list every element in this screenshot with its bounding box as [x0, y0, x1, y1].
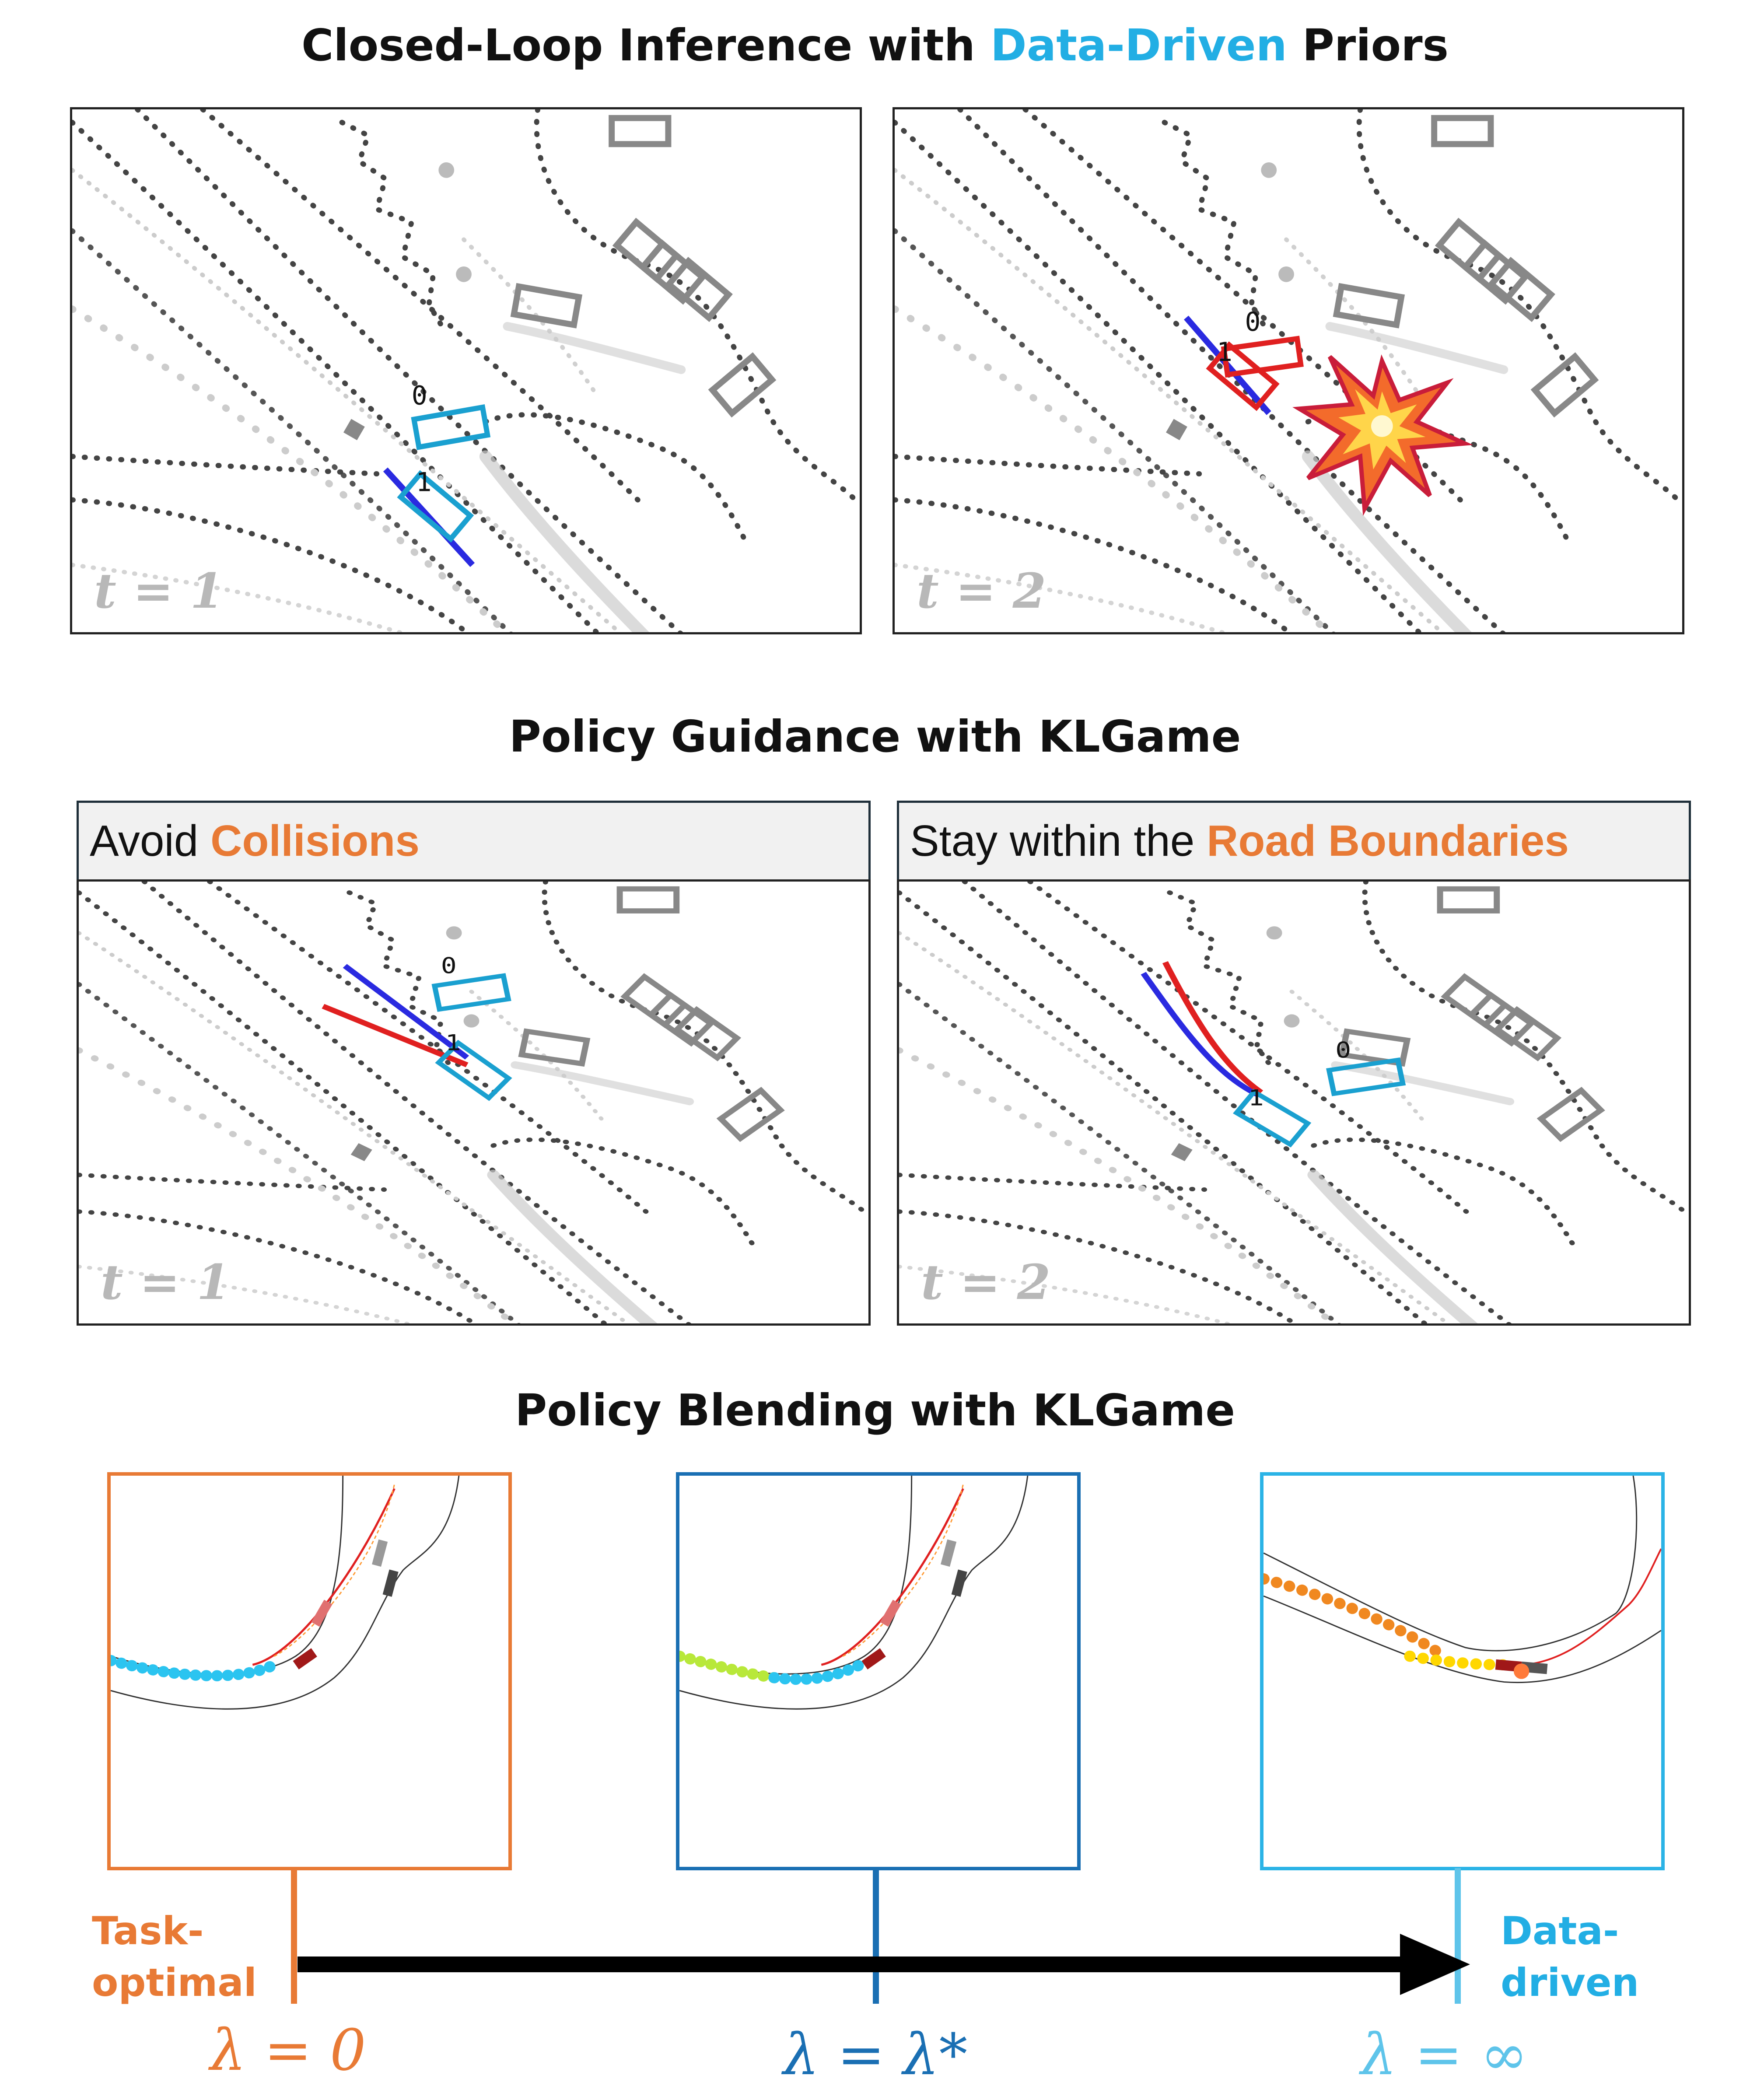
- connector-task-optimal: [291, 1868, 297, 2004]
- lambda-infinity: λ = ∞: [1361, 2021, 1528, 2088]
- section2-panel-t1: 0 1 t = 1: [77, 879, 871, 1326]
- road-scene: 0 1: [72, 109, 860, 632]
- blend-scene: [105, 1475, 460, 1710]
- agent-1-label: 1: [445, 1030, 461, 1056]
- section1-panel-t2: 0 1 t = 2: [892, 107, 1684, 634]
- agent-0-box: [1221, 336, 1304, 378]
- data-driven-line1: Data-: [1501, 1908, 1619, 1953]
- prior-trajectory: [343, 964, 469, 1060]
- section1-title-post: Priors: [1287, 20, 1449, 71]
- header-highlight: Road Boundaries: [1207, 816, 1569, 865]
- section1-title-highlight: Data-Driven: [990, 20, 1287, 71]
- task-optimal-line1: Task-: [92, 1908, 204, 1953]
- agent-0-label: 0: [412, 381, 427, 411]
- section2-panel-t2: 0 1 t = 2: [897, 879, 1691, 1326]
- guided-trajectory: [1162, 961, 1264, 1095]
- road-scene: 0 1: [899, 882, 1689, 1323]
- agent-1-label: 1: [416, 468, 432, 498]
- task-optimal-line2: optimal: [92, 1960, 257, 2005]
- header-text: Avoid: [90, 816, 211, 865]
- road-scene: 0 1: [79, 882, 868, 1323]
- header-text: Stay within the: [910, 816, 1207, 865]
- agent-1-box: [397, 470, 474, 543]
- road-scene: 0 1: [895, 109, 1682, 632]
- agent-1-box: [1233, 1088, 1312, 1148]
- prior-trajectory: [1141, 972, 1259, 1097]
- agent-0-label: 0: [441, 953, 457, 979]
- blend-scene: [1258, 1475, 1662, 1683]
- agent-0-label: 0: [1335, 1038, 1351, 1063]
- blend-panel-data-driven: [1258, 1472, 1665, 1870]
- section1-title-pre: Closed-Loop Inference with: [301, 20, 990, 71]
- task-optimal-label: Task- optimal: [92, 1905, 257, 2009]
- agent-1-box: [1206, 341, 1280, 411]
- collision-icon: [1292, 354, 1474, 516]
- predicted-trajectory: [383, 467, 475, 567]
- agent-0-box: [431, 973, 511, 1012]
- data-driven-line2: driven: [1501, 1960, 1639, 2005]
- section3-title: Policy Blending with KLGame: [514, 1385, 1236, 1436]
- section1-title: Closed-Loop Inference with Data-Driven P…: [0, 20, 1750, 71]
- time-label: t = 1: [101, 1254, 231, 1310]
- agent-0-box: [1326, 1057, 1406, 1096]
- lambda-axis-arrow: [298, 1934, 1470, 1995]
- agent-0-box: [411, 404, 491, 450]
- blend-scene: [674, 1475, 1029, 1710]
- section2-header-collisions: Avoid Collisions: [77, 801, 871, 882]
- data-driven-label: Data- driven: [1501, 1905, 1639, 2009]
- section1-panel-t1: 0 1 t = 1: [70, 107, 862, 634]
- time-label: t = 1: [94, 563, 224, 619]
- time-label: t = 2: [917, 563, 1046, 619]
- section2-header-road-boundaries: Stay within the Road Boundaries: [897, 801, 1691, 882]
- blend-panel-optimal-blend: [674, 1472, 1081, 1870]
- agent-0-label: 0: [1245, 307, 1261, 337]
- time-label: t = 2: [921, 1254, 1051, 1310]
- lambda-star: λ = λ*: [783, 2021, 968, 2088]
- lambda-zero: λ = 0: [210, 2017, 366, 2083]
- blend-panel-task-optimal: [105, 1472, 512, 1870]
- header-highlight: Collisions: [210, 816, 420, 865]
- section2-title: Policy Guidance with KLGame: [509, 711, 1241, 762]
- agent-1-label: 1: [1248, 1085, 1264, 1111]
- agent-1-label: 1: [1217, 337, 1232, 368]
- agent-1-box: [435, 1040, 512, 1101]
